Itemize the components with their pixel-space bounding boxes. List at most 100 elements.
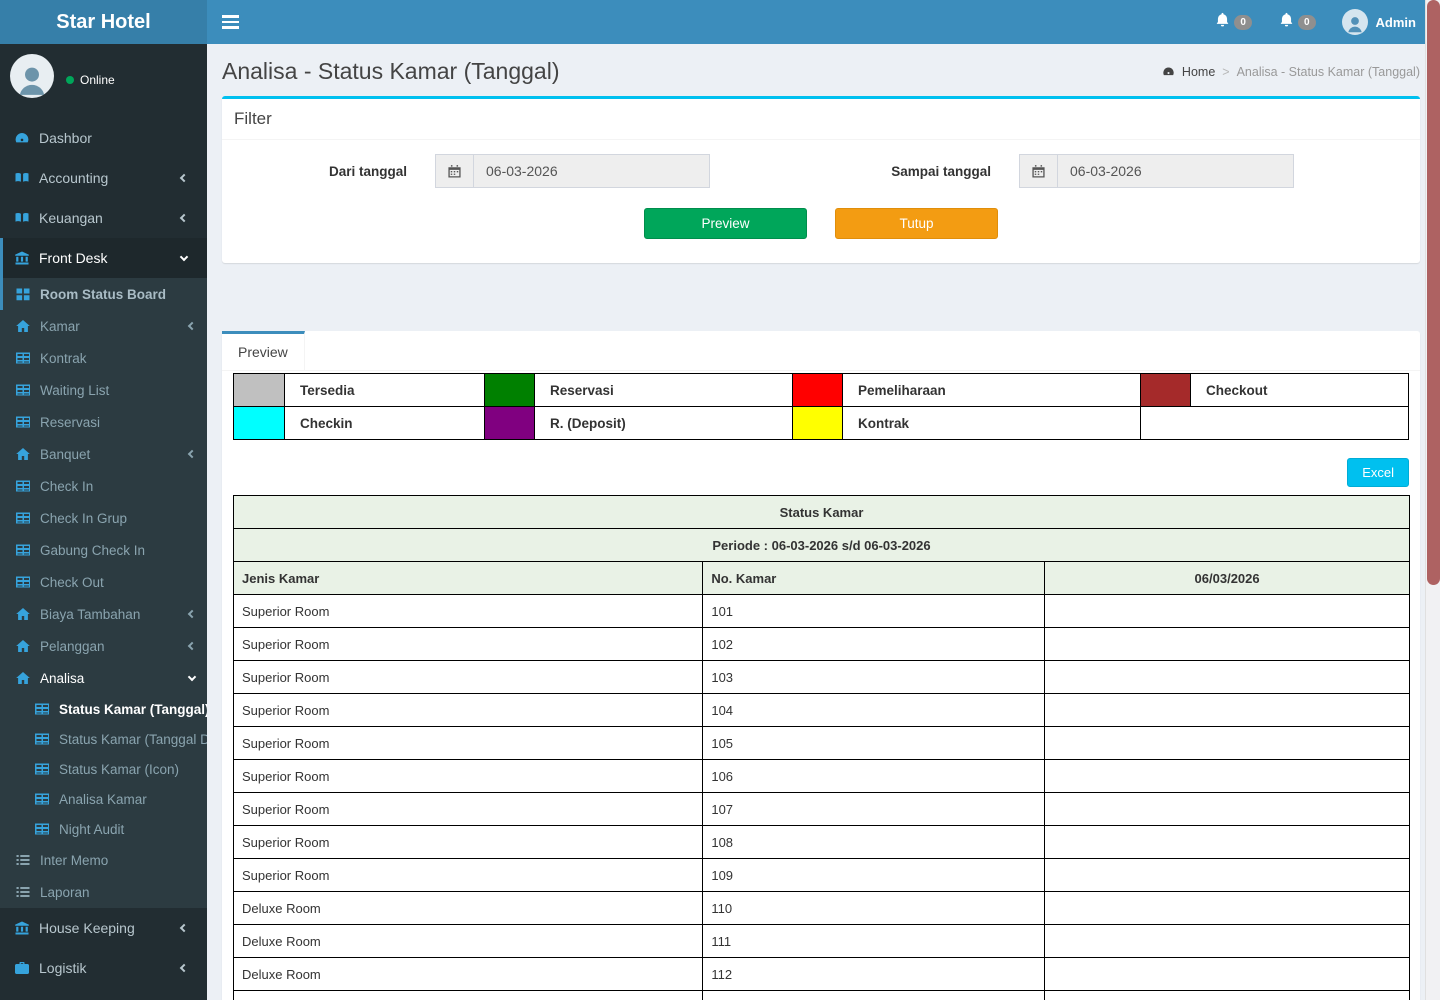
chevron-left-icon bbox=[179, 173, 189, 183]
sidebar-item-dashbor[interactable]: Dashbor bbox=[0, 118, 207, 158]
book-icon bbox=[14, 170, 30, 186]
table-icon bbox=[34, 791, 50, 807]
sidebar-menu: Dashbor Accounting Keuangan Front Desk Room … bbox=[0, 118, 207, 1000]
excel-export-button[interactable]: Excel bbox=[1347, 458, 1409, 487]
close-button[interactable]: Tutup bbox=[835, 208, 998, 239]
sidebar-item-analisa-kamar[interactable]: Analisa Kamar bbox=[0, 784, 207, 814]
sidebar-item-label: Status Kamar (Tanggal) bbox=[59, 701, 207, 717]
list-icon bbox=[15, 852, 31, 868]
room-status-cell bbox=[1044, 792, 1410, 826]
sidebar-item-check-in-grup[interactable]: Check In Grup bbox=[0, 502, 207, 534]
legend-label: Pemeliharaan bbox=[842, 373, 1141, 407]
table-periode: Periode : 06-03-2026 s/d 06-03-2026 bbox=[233, 528, 1410, 562]
legend-label: Checkout bbox=[1190, 373, 1409, 407]
table-icon bbox=[15, 414, 31, 430]
tab-preview[interactable]: Preview bbox=[222, 331, 305, 370]
table-row: Superior Room 102 bbox=[232, 627, 1410, 661]
table-icon bbox=[34, 821, 50, 837]
app-logo[interactable]: Star Hotel bbox=[0, 0, 207, 44]
sidebar-item-status-kamar-tanggal-detail[interactable]: Status Kamar (Tanggal Detail) bbox=[0, 724, 207, 754]
bell-icon bbox=[1214, 11, 1231, 33]
bank-icon bbox=[14, 920, 30, 936]
legend-label: Kontrak bbox=[842, 406, 1141, 440]
page-title: Analisa - Status Kamar (Tanggal) bbox=[222, 58, 560, 84]
sidebar-item-pelanggan[interactable]: Pelanggan bbox=[0, 630, 207, 662]
room-number-cell: 104 bbox=[702, 693, 1046, 727]
table-icon bbox=[34, 761, 50, 777]
room-type-cell: Superior Room bbox=[232, 825, 704, 859]
table-icon bbox=[15, 510, 31, 526]
table-icon bbox=[15, 478, 31, 494]
legend-color-swatch-pemeliharaan bbox=[792, 373, 843, 407]
dashboard-icon bbox=[14, 130, 30, 146]
room-status-cell bbox=[1044, 726, 1410, 760]
table-row: Superior Room 101 bbox=[232, 594, 1410, 628]
chevron-left-icon bbox=[187, 609, 197, 619]
top-navbar: Star Hotel 0 0 Admin bbox=[0, 0, 1440, 44]
main-content: Analisa - Status Kamar (Tanggal) Home > … bbox=[207, 44, 1425, 1000]
room-type-cell: Deluxe Room bbox=[232, 957, 704, 991]
sidebar-item-analisa[interactable]: Analisa bbox=[0, 662, 207, 694]
bank-icon bbox=[14, 250, 30, 266]
table-row: Superior Room 108 bbox=[232, 825, 1410, 859]
sidebar-item-room-status-board[interactable]: Room Status Board bbox=[0, 278, 207, 310]
to-date-input[interactable] bbox=[1057, 154, 1294, 188]
breadcrumb-home-link[interactable]: Home bbox=[1181, 64, 1216, 79]
column-header-jenis-kamar: Jenis Kamar bbox=[232, 561, 704, 595]
sidebar-item-check-out[interactable]: Check Out bbox=[0, 566, 207, 598]
sidebar-item-house-keeping[interactable]: House Keeping bbox=[0, 908, 207, 948]
sidebar-item-kamar[interactable]: Kamar bbox=[0, 310, 207, 342]
chevron-down-icon bbox=[179, 252, 189, 261]
room-status-cell bbox=[1044, 825, 1410, 859]
room-status-cell bbox=[1044, 891, 1410, 925]
user-menu[interactable]: Admin bbox=[1341, 9, 1416, 35]
sidebar-item-night-audit[interactable]: Night Audit bbox=[0, 814, 207, 844]
sidebar-item-gabung-check-in[interactable]: Gabung Check In bbox=[0, 534, 207, 566]
home-icon bbox=[15, 446, 31, 462]
from-date-input[interactable] bbox=[473, 154, 710, 188]
room-type-cell: Superior Room bbox=[232, 627, 704, 661]
sidebar-item-status-kamar-icon[interactable]: Status Kamar (Icon) bbox=[0, 754, 207, 784]
preview-button[interactable]: Preview bbox=[644, 208, 807, 239]
sidebar-toggle-icon[interactable] bbox=[207, 0, 253, 44]
room-number-cell: 109 bbox=[702, 858, 1046, 892]
legend-label: Tersedia bbox=[284, 373, 485, 407]
room-number-cell: 101 bbox=[702, 594, 1046, 628]
sidebar-item-kontrak[interactable]: Kontrak bbox=[0, 342, 207, 374]
user-avatar-icon bbox=[1341, 9, 1368, 35]
sidebar-item-reservasi[interactable]: Reservasi bbox=[0, 406, 207, 438]
vertical-scrollbar[interactable] bbox=[1425, 0, 1440, 1000]
sidebar-item-accounting[interactable]: Accounting bbox=[0, 158, 207, 198]
sidebar-item-status-kamar-tanggal[interactable]: Status Kamar (Tanggal) bbox=[0, 694, 207, 724]
sidebar-item-label: Pelanggan bbox=[40, 638, 105, 654]
legend-color-swatch-tersedia bbox=[233, 373, 285, 407]
sidebar-item-keuangan[interactable]: Keuangan bbox=[0, 198, 207, 238]
sidebar-item-label: Keuangan bbox=[39, 210, 103, 226]
chevron-left-icon bbox=[187, 449, 197, 459]
sidebar-item-front-desk[interactable]: Front Desk bbox=[0, 238, 207, 278]
legend-color-swatch-checkout bbox=[1140, 373, 1191, 407]
sidebar-item-biaya-tambahan[interactable]: Biaya Tambahan bbox=[0, 598, 207, 630]
breadcrumb-current: Analisa - Status Kamar (Tanggal) bbox=[1236, 64, 1420, 79]
room-status-cell bbox=[1044, 858, 1410, 892]
sidebar-item-check-in[interactable]: Check In bbox=[0, 470, 207, 502]
notifications-1[interactable]: 0 bbox=[1214, 11, 1252, 33]
notifications-2[interactable]: 0 bbox=[1278, 11, 1316, 33]
scrollbar-thumb[interactable] bbox=[1427, 0, 1440, 585]
legend-label: R. (Deposit) bbox=[534, 406, 793, 440]
sidebar-item-pembelian[interactable]: Pembelian bbox=[0, 988, 207, 1000]
chevron-left-icon bbox=[179, 923, 189, 933]
table-row: Deluxe Room 110 bbox=[232, 891, 1410, 925]
table-icon bbox=[15, 350, 31, 366]
online-dot-icon bbox=[66, 76, 74, 84]
room-status-cell bbox=[1044, 957, 1410, 991]
sidebar-item-waiting-list[interactable]: Waiting List bbox=[0, 374, 207, 406]
sidebar-avatar bbox=[10, 54, 54, 98]
sidebar-item-inter-memo[interactable]: Inter Memo bbox=[0, 844, 207, 876]
sidebar-item-logistik[interactable]: Logistik bbox=[0, 948, 207, 988]
chevron-left-icon bbox=[187, 321, 197, 331]
room-status-cell bbox=[1044, 660, 1410, 694]
sidebar-item-banquet[interactable]: Banquet bbox=[0, 438, 207, 470]
sidebar-item-laporan[interactable]: Laporan bbox=[0, 876, 207, 908]
to-date-label: Sampai tanggal bbox=[891, 163, 991, 179]
